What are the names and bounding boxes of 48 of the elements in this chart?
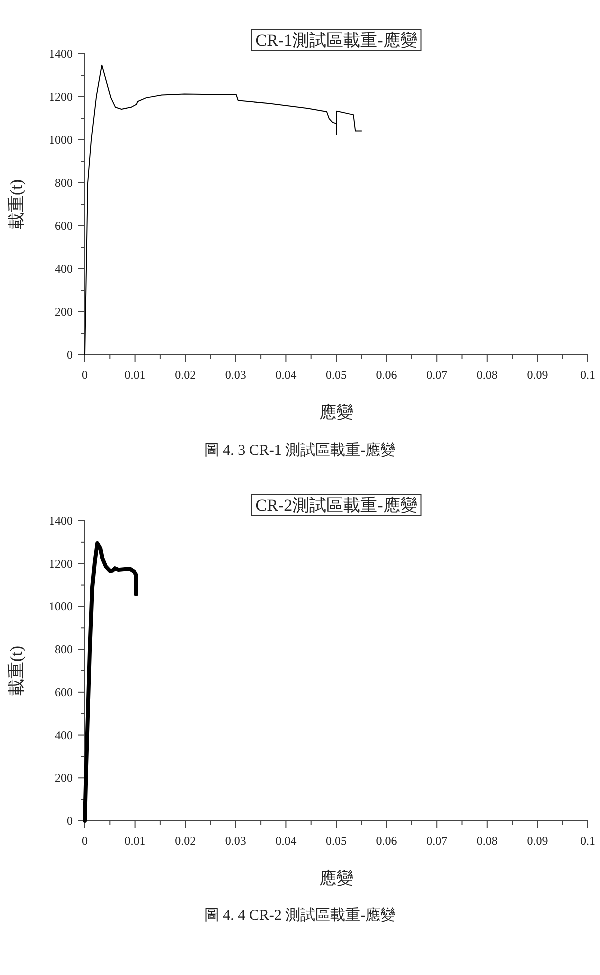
caption: 圖 4. 3 CR-1 測試區載重-應變 — [204, 442, 396, 459]
x-tick-label: 0.06 — [376, 834, 398, 848]
y-tick-label: 1400 — [49, 47, 73, 61]
x-tick-label: 0.01 — [124, 368, 146, 382]
y-axis-title: 載重(t) — [7, 179, 26, 230]
caption: 圖 4. 4 CR-2 測試區載重-應變 — [204, 907, 396, 924]
x-tick-label: 0.06 — [376, 368, 398, 382]
x-tick-label: 0.1 — [580, 834, 596, 848]
x-axis-title: 應變 — [320, 403, 354, 422]
x-tick-label: 0.01 — [124, 834, 146, 848]
y-tick-label: 800 — [55, 176, 73, 190]
x-tick-label: 0.09 — [527, 368, 548, 382]
y-tick-label: 600 — [55, 685, 73, 700]
y-tick-label: 1000 — [49, 133, 73, 147]
y-tick-label: 200 — [55, 771, 73, 786]
x-tick-label: 0.08 — [476, 368, 498, 382]
x-tick-label: 0.07 — [426, 368, 448, 382]
x-tick-label: 0.02 — [175, 834, 196, 848]
y-tick-label: 200 — [55, 305, 73, 319]
x-tick-label: 0.05 — [326, 368, 347, 382]
y-tick-label: 400 — [55, 262, 73, 276]
y-tick-label: 0 — [67, 814, 73, 828]
y-tick-label: 800 — [55, 642, 73, 657]
chart-title: CR-2測試區載重-應變 — [256, 496, 418, 515]
chart-title: CR-1測試區載重-應變 — [256, 31, 418, 50]
y-tick-label: 1200 — [49, 90, 73, 104]
y-tick-label: 1000 — [49, 600, 73, 614]
x-tick-label: 0.04 — [276, 368, 297, 382]
y-tick-label: 0 — [67, 348, 73, 362]
x-tick-label: 0.07 — [426, 834, 448, 848]
y-tick-label: 1400 — [49, 514, 73, 528]
y-tick-label: 1200 — [49, 556, 73, 571]
x-tick-label: 0.09 — [527, 834, 548, 848]
x-tick-label: 0.03 — [225, 368, 246, 382]
y-tick-label: 600 — [55, 219, 73, 233]
y-tick-label: 400 — [55, 728, 73, 742]
x-tick-label: 0 — [82, 834, 88, 848]
x-tick-label: 0 — [82, 368, 88, 382]
x-tick-label: 0.05 — [326, 834, 347, 848]
x-tick-label: 0.03 — [225, 834, 246, 848]
x-tick-label: 0.08 — [476, 834, 498, 848]
x-tick-label: 0.02 — [175, 368, 196, 382]
y-axis-title: 載重(t) — [7, 646, 26, 696]
line-series — [84, 64, 362, 356]
line-series — [83, 542, 138, 823]
x-axis-title: 應變 — [320, 869, 354, 888]
x-tick-label: 0.04 — [276, 834, 297, 848]
x-tick-label: 0.1 — [580, 368, 596, 382]
